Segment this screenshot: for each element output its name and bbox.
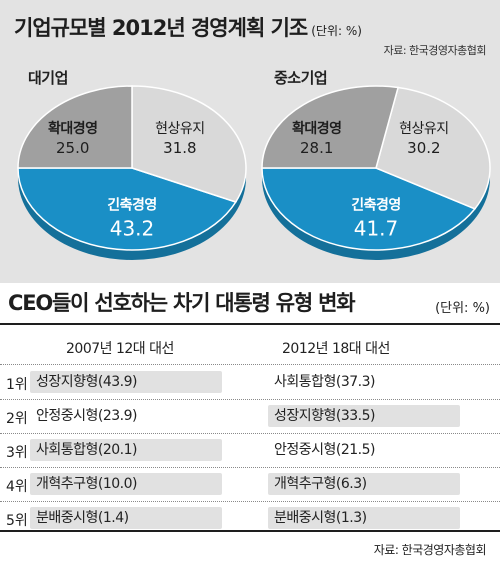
large-company-slice-label-2: 긴축경영	[107, 196, 157, 213]
pie-chart-unit: (단위: %)	[311, 24, 362, 38]
large-company-slice-label-0: 확대경영	[48, 120, 98, 137]
row-separator	[0, 501, 500, 502]
sme-slice-label-0: 확대경영	[292, 120, 342, 137]
cell-2007: 사회통합형(20.1)	[30, 439, 222, 461]
rank-label: 5위	[6, 513, 28, 529]
rank-label: 3위	[6, 445, 28, 461]
large-company-slice-value-0: 25.0	[56, 139, 89, 157]
table-title: CEO들이 선호하는 차기 대통령 유형 변화	[8, 291, 356, 315]
pie-label-sme: 중소기업	[274, 69, 328, 87]
pie-chart-title-text: 기업규모별 2012년 경영계획 기조	[14, 16, 308, 40]
cell-2012: 개혁추구형(6.3)	[268, 473, 460, 495]
column-header-2012: 2012년 18대 대선	[282, 341, 390, 357]
table-source: 자료: 한국경영자총협회	[373, 543, 487, 557]
sme-slice-value-0: 28.1	[300, 139, 333, 157]
sme-slice-0	[261, 85, 400, 169]
table-unit: (단위: %)	[435, 301, 490, 316]
table-top-rule	[0, 323, 500, 325]
header-separator	[0, 364, 500, 365]
large-company-slice-value-2: 43.2	[110, 216, 155, 240]
cell-2007: 성장지향형(43.9)	[30, 371, 222, 393]
table-bottom-rule	[0, 530, 500, 532]
cell-2012: 성장지향형(33.5)	[268, 405, 460, 427]
pie-chart-source: 자료: 한국경영자총협회	[383, 44, 487, 57]
column-header-2007: 2007년 12대 대선	[66, 341, 174, 357]
sme-slice-label-2: 긴축경영	[351, 196, 401, 213]
pie-large-company: 긴축경영 43.2 현상유지 31.8 확대경영 25.0	[17, 85, 247, 260]
large-company-slice-1	[131, 85, 247, 203]
row-separator	[0, 467, 500, 468]
large-company-slice-value-1: 31.8	[163, 139, 196, 157]
large-company-slice-label-1: 현상유지	[155, 121, 205, 137]
sme-slice-1	[375, 86, 491, 210]
sme-slice-2	[261, 167, 477, 251]
table-row: 5위 분배중시형(1.4) 분배중시형(1.3)	[0, 504, 500, 534]
rank-label: 2위	[6, 411, 28, 427]
pie-chart-title: 기업규모별 2012년 경영계획 기조 (단위: %)	[14, 12, 362, 42]
sme-slice-value-1: 30.2	[407, 139, 440, 157]
sme-slice-value-2: 41.7	[354, 216, 399, 240]
table-row: 3위 사회통합형(20.1) 안정중시형(21.5)	[0, 436, 500, 466]
table-row: 4위 개혁추구형(10.0) 개혁추구형(6.3)	[0, 470, 500, 500]
cell-2007: 분배중시형(1.4)	[30, 507, 222, 529]
rank-label: 1위	[6, 377, 28, 393]
cell-2012: 안정중시형(21.5)	[274, 442, 376, 458]
cell-2012: 분배중시형(1.3)	[268, 507, 460, 529]
table-row: 2위 안정중시형(23.9) 성장지향형(33.5)	[0, 402, 500, 432]
row-separator	[0, 433, 500, 434]
pie-label-large-company: 대기업	[28, 69, 68, 87]
row-separator	[0, 399, 500, 400]
pie-charts-svg: 긴축경영 43.2 현상유지 31.8 확대경영 25.0 긴축경영 41.7 현상유지 30.…	[17, 85, 491, 260]
cell-2007: 개혁추구형(10.0)	[30, 473, 222, 495]
large-company-slice-0	[17, 85, 133, 169]
large-company-slice-2	[17, 167, 237, 251]
rank-label: 4위	[6, 479, 28, 495]
cell-2007: 안정중시형(23.9)	[36, 408, 138, 424]
cell-2012: 사회통합형(37.3)	[274, 374, 376, 390]
table-row: 1위 성장지향형(43.9) 사회통합형(37.3)	[0, 368, 500, 398]
sme-slice-label-1: 현상유지	[399, 121, 449, 137]
pie-sme: 긴축경영 41.7 현상유지 30.2 확대경영 28.1	[261, 85, 491, 260]
